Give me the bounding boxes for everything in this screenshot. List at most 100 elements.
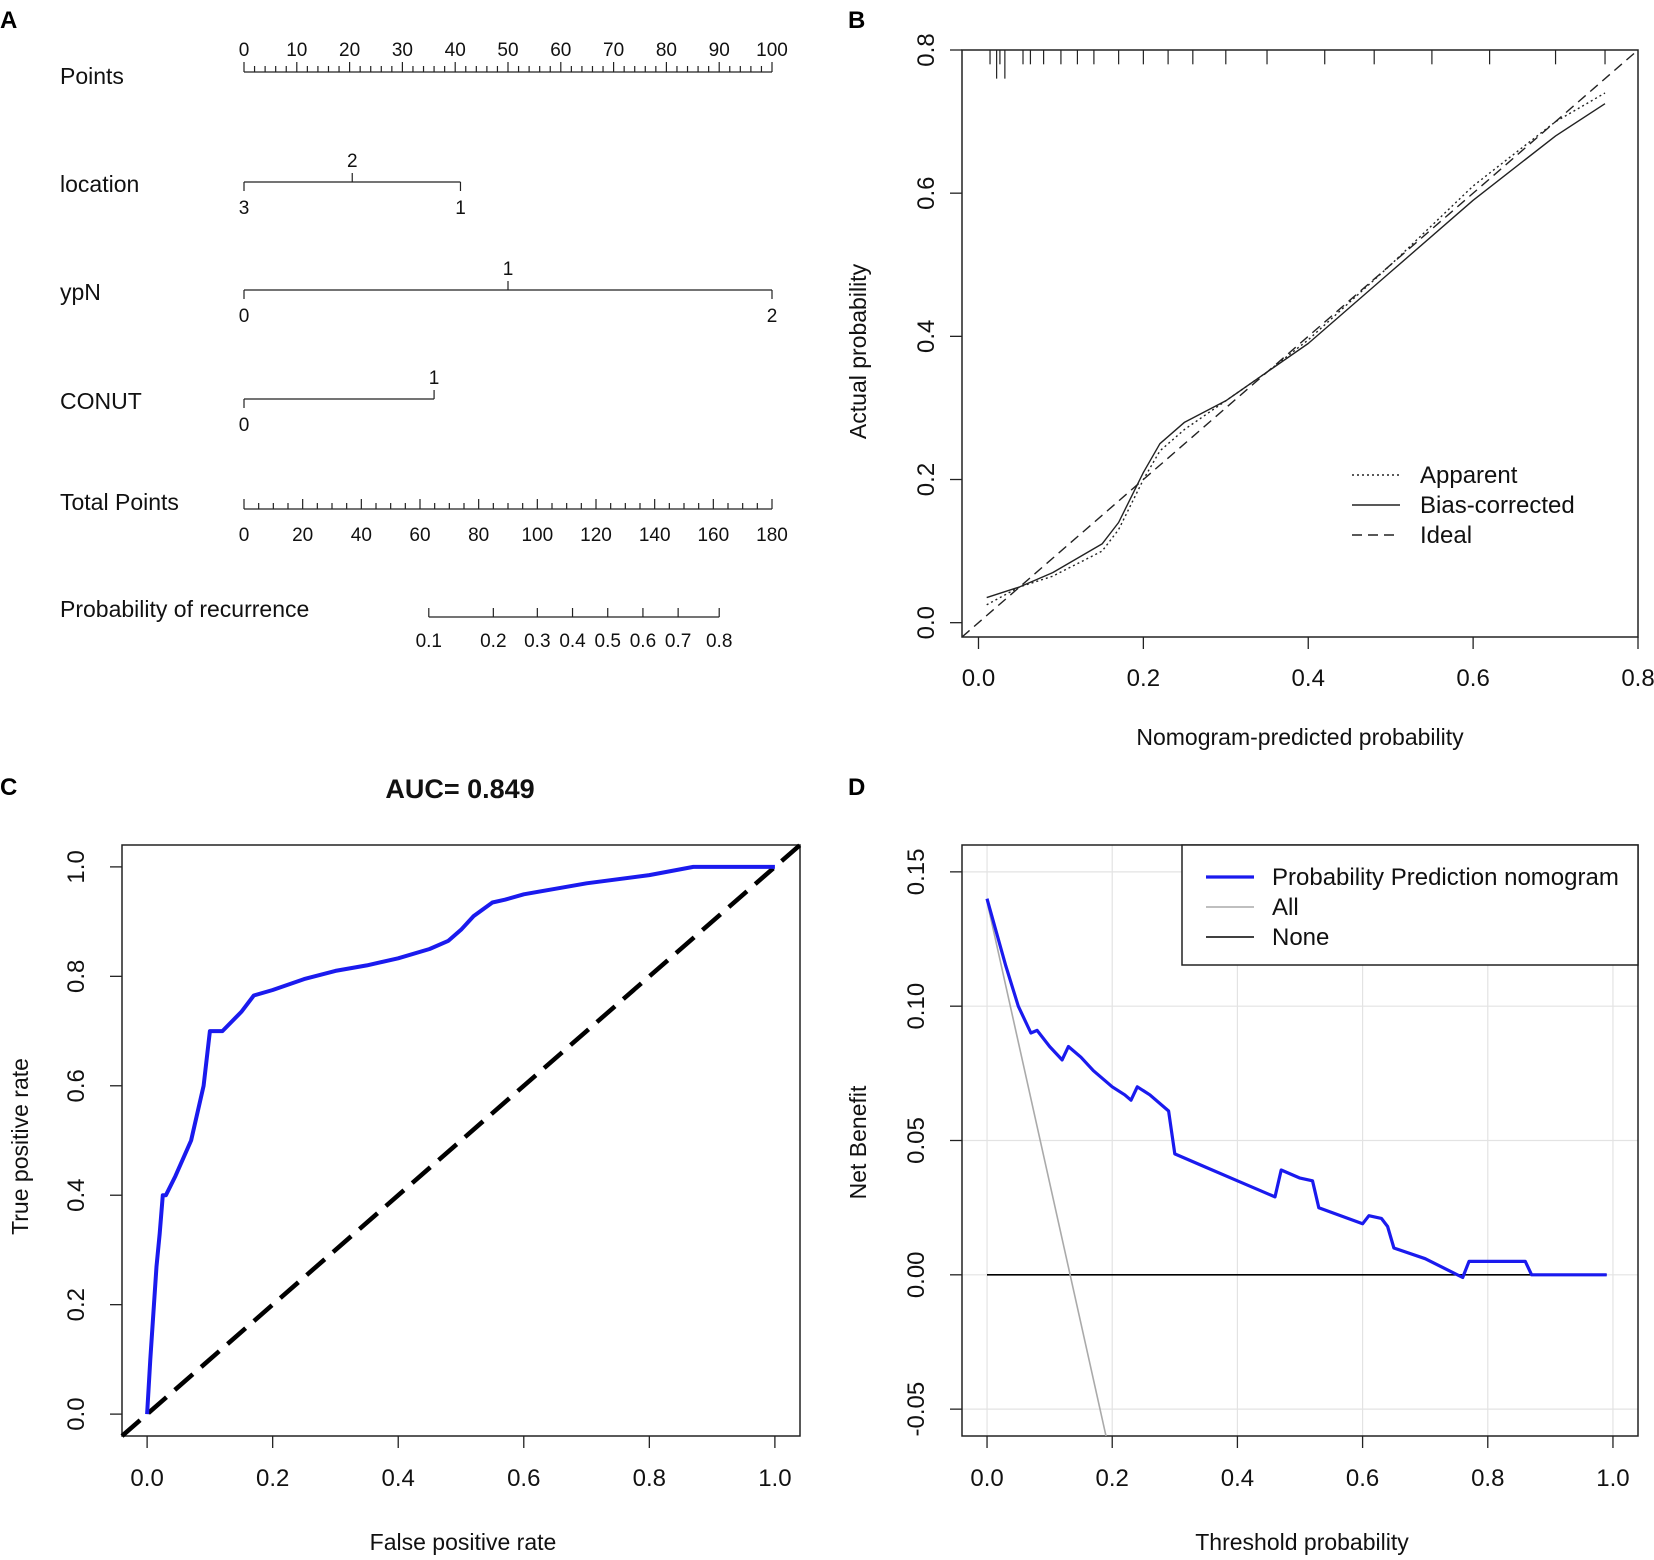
legend-label: Apparent bbox=[1420, 462, 1518, 489]
points-tick-label: 70 bbox=[603, 40, 624, 61]
panel-label-a: A bbox=[0, 7, 17, 34]
total-points-tick-label: 140 bbox=[639, 525, 671, 546]
x-tick-label: 0.8 bbox=[1471, 1465, 1504, 1492]
probability-tick-label: 0.4 bbox=[559, 631, 586, 652]
total-points-tick-label: 180 bbox=[756, 525, 788, 546]
x-tick-label: 1.0 bbox=[758, 1465, 791, 1492]
probability-tick-label: 0.5 bbox=[595, 631, 621, 652]
points-tick-label: 30 bbox=[392, 40, 413, 61]
variable-level-label: 3 bbox=[239, 198, 250, 219]
x-axis-title: Nomogram-predicted probability bbox=[1136, 724, 1464, 750]
nomogram-row-label: Probability of recurrence bbox=[60, 596, 309, 622]
x-tick-label: 0.0 bbox=[130, 1465, 163, 1492]
y-tick-label: 0.0 bbox=[63, 1397, 90, 1430]
probability-tick-label: 0.7 bbox=[665, 631, 691, 652]
panel-label-d: D bbox=[848, 774, 865, 801]
y-axis-title: True positive rate bbox=[7, 1058, 33, 1235]
y-tick-label: 0.6 bbox=[913, 176, 940, 209]
points-tick-label: 0 bbox=[239, 40, 250, 61]
x-tick-label: 0.4 bbox=[382, 1465, 415, 1492]
probability-tick-label: 0.3 bbox=[524, 631, 550, 652]
y-tick-label: 0.4 bbox=[913, 320, 940, 353]
legend-label: Bias-corrected bbox=[1420, 492, 1575, 519]
probability-tick-label: 0.1 bbox=[416, 631, 442, 652]
points-tick-label: 80 bbox=[656, 40, 677, 61]
y-tick-label: 0.4 bbox=[63, 1179, 90, 1212]
probability-tick-label: 0.6 bbox=[630, 631, 656, 652]
variable-level-label: 1 bbox=[455, 198, 466, 219]
nomogram-net-benefit-curve bbox=[985, 898, 1607, 1280]
x-tick-label: 0.2 bbox=[1096, 1465, 1129, 1492]
x-tick-label: 0.2 bbox=[1127, 665, 1160, 692]
points-tick-label: 20 bbox=[339, 40, 360, 61]
nomogram-row-label: location bbox=[60, 171, 139, 197]
y-tick-label: -0.05 bbox=[903, 1382, 930, 1437]
variable-level-label: 1 bbox=[429, 368, 440, 389]
panel-label-c: C bbox=[0, 774, 17, 801]
y-tick-label: 0.6 bbox=[63, 1069, 90, 1102]
y-tick-label: 0.15 bbox=[903, 849, 930, 896]
y-tick-label: 0.10 bbox=[903, 983, 930, 1030]
x-tick-label: 0.0 bbox=[962, 665, 995, 692]
variable-level-label: 2 bbox=[347, 151, 358, 172]
y-tick-label: 1.0 bbox=[63, 850, 90, 883]
nomogram-row-label: Total Points bbox=[60, 489, 179, 515]
points-tick-label: 10 bbox=[286, 40, 307, 61]
probability-tick-label: 0.2 bbox=[480, 631, 506, 652]
total-points-tick-label: 120 bbox=[580, 525, 612, 546]
legend-box bbox=[1181, 844, 1639, 966]
y-tick-label: 0.2 bbox=[63, 1288, 90, 1321]
roc-curve bbox=[145, 864, 775, 1415]
x-tick-label: 0.8 bbox=[1621, 665, 1654, 692]
y-tick-label: 0.8 bbox=[63, 960, 90, 993]
total-points-tick-label: 40 bbox=[351, 525, 372, 546]
x-tick-label: 0.8 bbox=[633, 1465, 666, 1492]
panel-label-b: B bbox=[848, 7, 865, 34]
variable-level-label: 0 bbox=[239, 306, 250, 327]
probability-tick-label: 0.8 bbox=[706, 631, 732, 652]
nomogram-row-label: CONUT bbox=[60, 388, 142, 414]
x-tick-label: 0.0 bbox=[970, 1465, 1003, 1492]
variable-level-label: 2 bbox=[767, 306, 778, 327]
nomogram-row-label: Points bbox=[60, 63, 124, 89]
x-tick-label: 0.6 bbox=[1346, 1465, 1379, 1492]
y-tick-label: 0.00 bbox=[903, 1251, 930, 1298]
legend-label: Ideal bbox=[1420, 522, 1472, 549]
calibration-panel: 0.0 0.2 0.4 0.6 0.8 0.0 0.2 0.4 0.6 0.8 Nomogram-p… bbox=[845, 33, 1654, 750]
variable-level-label: 1 bbox=[503, 259, 514, 280]
y-tick-label: 0.0 bbox=[913, 606, 940, 639]
y-axis-title: Net Benefit bbox=[845, 1085, 871, 1199]
diagonal-reference-line bbox=[120, 843, 802, 1438]
x-tick-label: 0.4 bbox=[1292, 665, 1325, 692]
total-points-tick-label: 80 bbox=[468, 525, 489, 546]
total-points-tick-label: 0 bbox=[239, 525, 250, 546]
x-axis-title: False positive rate bbox=[370, 1529, 557, 1555]
legend-label: Probability Prediction nomogram bbox=[1272, 864, 1619, 891]
x-tick-label: 0.4 bbox=[1221, 1465, 1254, 1492]
roc-panel: AUC= 0.849 0.0 0.2 0.4 0.6 0.8 1.0 0.0 0.2 0.4 0.6… bbox=[7, 774, 802, 1555]
y-tick-label: 0.05 bbox=[903, 1117, 930, 1164]
y-axis-title: Actual probability bbox=[845, 263, 871, 439]
ideal-line bbox=[961, 49, 1639, 638]
total-points-tick-label: 100 bbox=[521, 525, 553, 546]
plot-box bbox=[121, 844, 801, 1437]
apparent-curve bbox=[986, 92, 1606, 606]
points-tick-label: 90 bbox=[709, 40, 730, 61]
x-tick-label: 0.6 bbox=[507, 1465, 540, 1492]
x-axis-title: Threshold probability bbox=[1195, 1529, 1409, 1555]
all-strategy-line bbox=[986, 901, 1107, 1436]
nomogram-row-label: ypN bbox=[60, 279, 101, 305]
x-tick-label: 0.2 bbox=[256, 1465, 289, 1492]
y-tick-label: 0.2 bbox=[913, 463, 940, 496]
chart-title: AUC= 0.849 bbox=[385, 774, 534, 804]
bias-corrected-curve bbox=[986, 103, 1606, 599]
points-tick-label: 100 bbox=[756, 40, 788, 61]
total-points-tick-label: 60 bbox=[409, 525, 430, 546]
points-tick-label: 60 bbox=[550, 40, 571, 61]
points-tick-label: 40 bbox=[445, 40, 466, 61]
total-points-tick-label: 20 bbox=[292, 525, 313, 546]
x-tick-label: 0.6 bbox=[1456, 665, 1489, 692]
decision-curve-panel: 0.0 0.2 0.4 0.6 0.8 1.0 -0.05 0.00 0.05 0.10 0.15 T… bbox=[845, 844, 1639, 1555]
